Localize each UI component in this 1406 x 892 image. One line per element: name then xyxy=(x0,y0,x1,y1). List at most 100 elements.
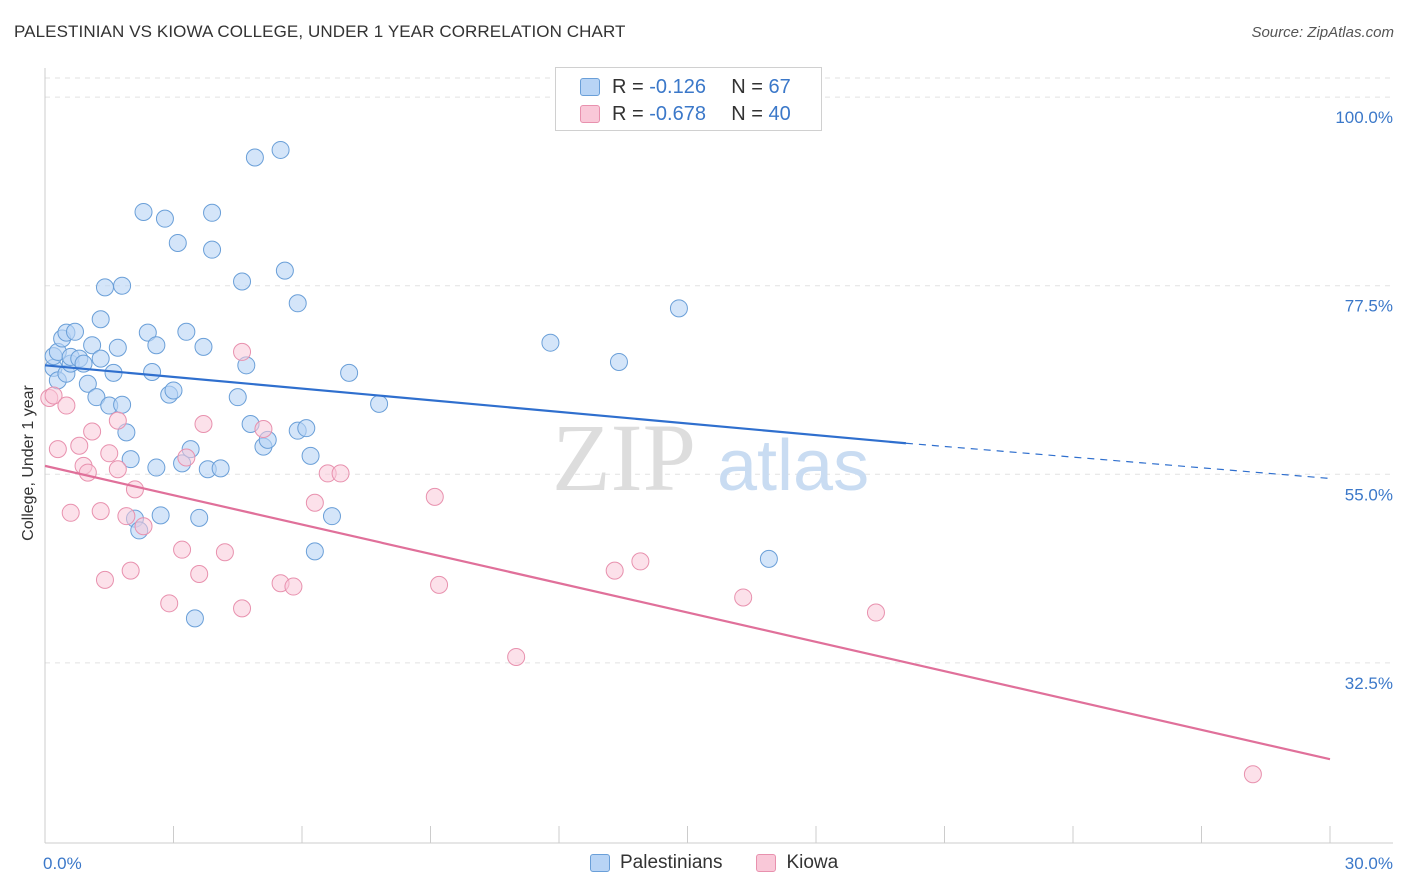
r-label: R = xyxy=(612,102,644,125)
n-label: N = xyxy=(731,75,763,98)
palestinians-point xyxy=(147,458,166,477)
kiowa-point xyxy=(70,436,89,455)
axes xyxy=(44,68,1393,844)
pink-swatch xyxy=(756,854,777,872)
kiowa-point xyxy=(100,444,119,463)
palestinians-point xyxy=(91,349,110,368)
kiowa-point xyxy=(117,507,136,526)
kiowa-point xyxy=(866,603,885,622)
x-tick-label: 0.0% xyxy=(43,854,82,873)
palestinians-point xyxy=(297,419,316,438)
legend-item-kiowa: Kiowa xyxy=(756,852,838,874)
palestinians-point xyxy=(203,203,222,222)
palestinians-point xyxy=(245,148,264,167)
palestinians-point xyxy=(541,333,560,352)
kiowa-point xyxy=(233,342,252,361)
palestinians-point xyxy=(164,381,183,400)
palestinians-point xyxy=(233,272,252,291)
correlation-legend: R = -0.126 N = 67 R = -0.678 N = 40 xyxy=(555,67,822,131)
kiowa-point xyxy=(108,460,127,479)
legend-label: Palestinians xyxy=(620,852,723,873)
palestinians-point xyxy=(168,233,187,252)
kiowa-point xyxy=(177,448,196,467)
kiowa-point xyxy=(173,540,192,559)
kiowa-point xyxy=(254,420,273,439)
r-label: R = xyxy=(612,75,644,98)
kiowa-point xyxy=(160,594,179,613)
legend-row-palestinians: R = -0.126 N = 67 xyxy=(580,74,791,100)
y-axis-label: College, Under 1 year xyxy=(20,385,37,541)
y-tick-label: 77.5% xyxy=(1345,297,1393,316)
kiowa-point xyxy=(430,575,449,594)
palestinians-point xyxy=(78,374,97,393)
palestinians-point xyxy=(194,337,213,356)
palestinians-point xyxy=(609,352,628,371)
kiowa-point xyxy=(734,588,753,607)
legend-label: Kiowa xyxy=(786,852,839,873)
trend-lines xyxy=(44,364,1331,761)
palestinians-point xyxy=(138,323,157,342)
y-tick-label: 100.0% xyxy=(1335,108,1393,127)
palestinians-point xyxy=(121,450,140,469)
palestinians-point xyxy=(322,507,341,526)
palestinians-point xyxy=(83,336,102,355)
kiowa-point xyxy=(121,561,140,580)
kiowa-point xyxy=(631,552,650,571)
palestinians-point xyxy=(271,140,290,159)
palestinians-point xyxy=(108,338,127,357)
source-credit: Source: ZipAtlas.com xyxy=(1251,24,1394,41)
palestinians-trend-extension xyxy=(905,442,1331,480)
palestinians-point xyxy=(185,609,204,628)
palestinians-point xyxy=(305,542,324,561)
palestinians-point xyxy=(177,322,196,341)
kiowa-point xyxy=(61,503,80,522)
series-legend: Palestinians Kiowa xyxy=(590,852,872,874)
palestinians-trend-line xyxy=(44,364,907,445)
kiowa-point xyxy=(95,570,114,589)
palestinians-point xyxy=(95,278,114,297)
kiowa-point xyxy=(233,599,252,618)
palestinians-point xyxy=(669,299,688,318)
kiowa-point xyxy=(134,517,153,536)
kiowa-point xyxy=(284,577,303,596)
blue-swatch xyxy=(580,78,600,96)
kiowa-point xyxy=(83,422,102,441)
kiowa-point xyxy=(57,396,76,415)
kiowa-point xyxy=(305,493,324,512)
palestinians-point xyxy=(134,202,153,221)
kiowa-point xyxy=(194,414,213,433)
kiowa-point xyxy=(1243,765,1262,784)
palestinians-point xyxy=(340,363,359,382)
palestinians-points xyxy=(44,140,778,628)
palestinians-point xyxy=(190,508,209,527)
kiowa-point xyxy=(48,440,67,459)
kiowa-point xyxy=(215,543,234,562)
palestinians-point xyxy=(203,240,222,259)
palestinians-point xyxy=(143,363,162,382)
palestinians-point xyxy=(275,261,294,280)
r-value: -0.126 xyxy=(649,75,706,98)
palestinians-point xyxy=(759,549,778,568)
palestinians-point xyxy=(91,310,110,329)
palestinians-point xyxy=(301,446,320,465)
kiowa-points xyxy=(40,342,1262,784)
pink-swatch xyxy=(580,105,600,123)
kiowa-point xyxy=(331,464,350,483)
n-value: 67 xyxy=(768,75,791,98)
kiowa-trend-line xyxy=(44,464,1331,761)
palestinians-point xyxy=(87,388,106,407)
palestinians-point xyxy=(228,388,247,407)
y-tick-label: 55.0% xyxy=(1345,485,1393,504)
palestinians-point xyxy=(147,336,166,355)
kiowa-point xyxy=(125,480,144,499)
palestinians-point xyxy=(65,322,84,341)
y-tick-label: 32.5% xyxy=(1345,674,1393,693)
palestinians-point xyxy=(113,276,132,295)
tick-labels: 32.5% 55.0% 77.5% 100.0% 0.0% 30.0% xyxy=(43,108,1393,873)
x-tick-label: 30.0% xyxy=(1345,854,1393,873)
kiowa-point xyxy=(91,502,110,521)
kiowa-point xyxy=(507,647,526,666)
kiowa-point xyxy=(190,564,209,583)
kiowa-point xyxy=(425,487,444,506)
